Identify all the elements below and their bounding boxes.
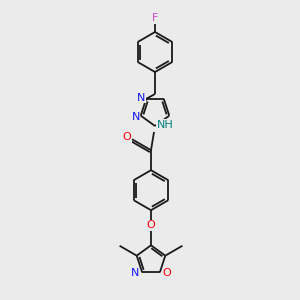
Text: O: O bbox=[147, 220, 155, 230]
Text: O: O bbox=[123, 132, 131, 142]
Text: NH: NH bbox=[157, 120, 173, 130]
Text: N: N bbox=[137, 93, 146, 103]
Text: N: N bbox=[131, 112, 140, 122]
Text: F: F bbox=[152, 13, 158, 23]
Text: O: O bbox=[162, 268, 171, 278]
Text: N: N bbox=[131, 268, 140, 278]
